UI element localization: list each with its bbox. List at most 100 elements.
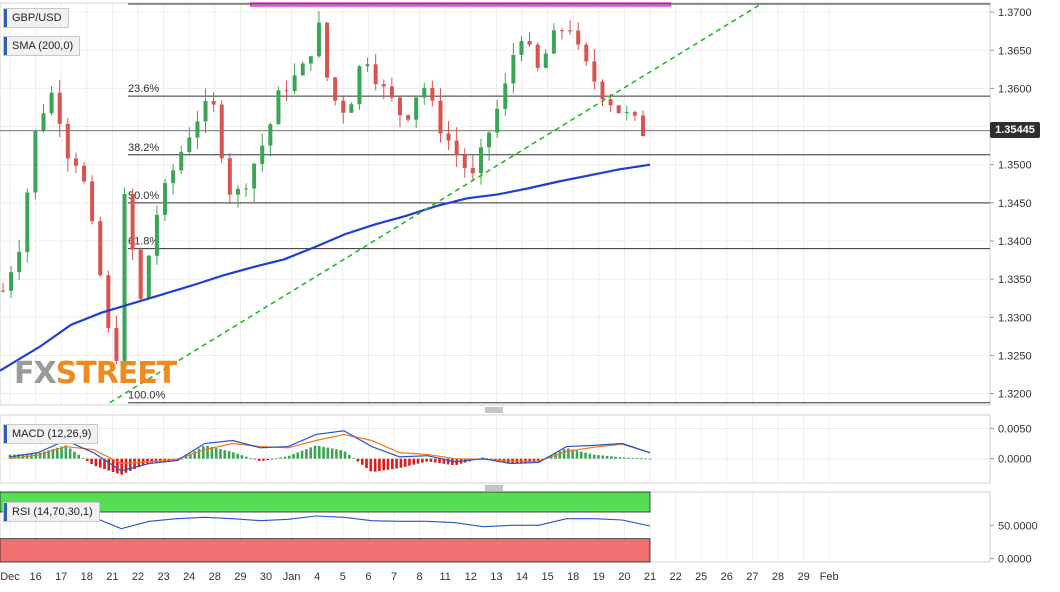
- macd-bar: [635, 458, 639, 459]
- macd-bar: [279, 457, 282, 459]
- macd-bar: [270, 458, 274, 460]
- macd-bar: [433, 458, 437, 463]
- candle-body: [349, 104, 354, 113]
- candle-body: [284, 90, 289, 92]
- macd-bar: [266, 458, 270, 460]
- candle-body: [146, 255, 151, 299]
- fib-label: 38.2%: [128, 142, 159, 154]
- macd-bar: [322, 446, 325, 459]
- macd-bar: [120, 458, 123, 475]
- macd-bar: [481, 457, 484, 459]
- macd-bar: [94, 458, 98, 467]
- macd-bar: [232, 452, 235, 459]
- rsi-oversold-zone: [0, 538, 651, 563]
- x-tick-label: 17: [55, 571, 67, 583]
- candle-body: [235, 188, 240, 195]
- macd-bar: [597, 455, 600, 459]
- macd-bar: [60, 446, 63, 459]
- macd-bar: [395, 458, 398, 469]
- x-tick-label: 25: [695, 571, 707, 583]
- fib-label: 100.0%: [128, 390, 166, 402]
- macd-bar: [403, 458, 407, 467]
- candle-body: [138, 249, 143, 299]
- y-tick-label: 1.3650: [998, 45, 1032, 57]
- macd-bar: [489, 458, 493, 460]
- macd-bar: [257, 458, 261, 461]
- macd-bar: [193, 451, 196, 459]
- y-tick-label: 1.3600: [998, 83, 1032, 95]
- macd-bar: [399, 458, 403, 468]
- macd-bar: [421, 458, 424, 463]
- candle-body: [219, 104, 224, 159]
- macd-bar: [567, 448, 570, 459]
- macd-bar: [206, 446, 209, 459]
- candle-body: [57, 92, 62, 124]
- macd-bar: [584, 452, 587, 459]
- macd-bar: [51, 449, 55, 459]
- macd-bar: [442, 458, 446, 464]
- candle-body: [82, 165, 87, 182]
- y-tick-label: 1.3400: [998, 236, 1032, 248]
- y-tick-label: 1.3500: [998, 160, 1032, 172]
- x-tick-label: 18: [567, 571, 579, 583]
- macd-bar: [98, 458, 102, 468]
- macd-bar: [335, 449, 338, 459]
- macd-bar: [305, 449, 308, 459]
- candle-body: [462, 154, 467, 169]
- macd-bar: [309, 447, 312, 459]
- candle-body: [519, 40, 524, 55]
- macd-bar: [313, 445, 317, 459]
- x-tick-label: Jan: [283, 571, 301, 583]
- macd-bar: [369, 458, 373, 472]
- macd-line: [9, 430, 651, 472]
- x-tick-label: 12: [465, 571, 477, 583]
- macd-bar: [390, 458, 394, 470]
- macd-bar: [339, 450, 343, 459]
- candle-body: [333, 77, 338, 101]
- candle-body: [244, 188, 249, 190]
- macd-bar: [412, 458, 416, 465]
- candle-body: [551, 30, 556, 54]
- candle-body: [25, 192, 30, 252]
- macd-bar: [365, 458, 368, 469]
- x-tick-label: 30: [260, 571, 272, 583]
- macd-bar: [300, 450, 304, 459]
- candle-body: [592, 61, 597, 82]
- macd-bar: [618, 457, 622, 459]
- x-tick-label: 16: [29, 571, 41, 583]
- y-tick-label: 1.3250: [998, 350, 1032, 362]
- macd-bar: [189, 453, 192, 459]
- macd-bar: [622, 457, 626, 459]
- macd-bar: [262, 458, 265, 461]
- candle-body: [308, 56, 313, 64]
- candle-body: [414, 97, 419, 120]
- candle-body: [33, 130, 38, 193]
- macd-bar: [356, 458, 360, 462]
- candle-body: [422, 87, 427, 98]
- candle-body: [487, 132, 492, 148]
- macd-bar: [184, 456, 188, 459]
- candle-body: [373, 64, 378, 85]
- macd-bar: [451, 458, 454, 465]
- x-tick-label: 4: [314, 571, 320, 583]
- candle-body: [260, 145, 265, 164]
- x-tick-label: 7: [391, 571, 397, 583]
- macd-bar: [34, 453, 38, 459]
- y-tick-label: 1.3300: [998, 312, 1032, 324]
- macd-bar: [528, 458, 532, 463]
- macd-bar: [558, 451, 562, 459]
- fxstreet-logo: FXSTREET: [14, 356, 177, 391]
- candle-body: [114, 328, 119, 361]
- candle-body: [535, 44, 540, 68]
- macd-bar: [146, 458, 149, 464]
- macd-bar: [541, 458, 544, 460]
- candle-body: [171, 170, 176, 184]
- candle-body: [211, 100, 216, 105]
- last-price-tag: 1.35445: [990, 122, 1040, 138]
- candle-body: [641, 115, 645, 137]
- macd-bar: [601, 455, 605, 459]
- macd-bar: [579, 451, 583, 459]
- macd-bar: [592, 454, 596, 459]
- macd-bar: [640, 458, 643, 460]
